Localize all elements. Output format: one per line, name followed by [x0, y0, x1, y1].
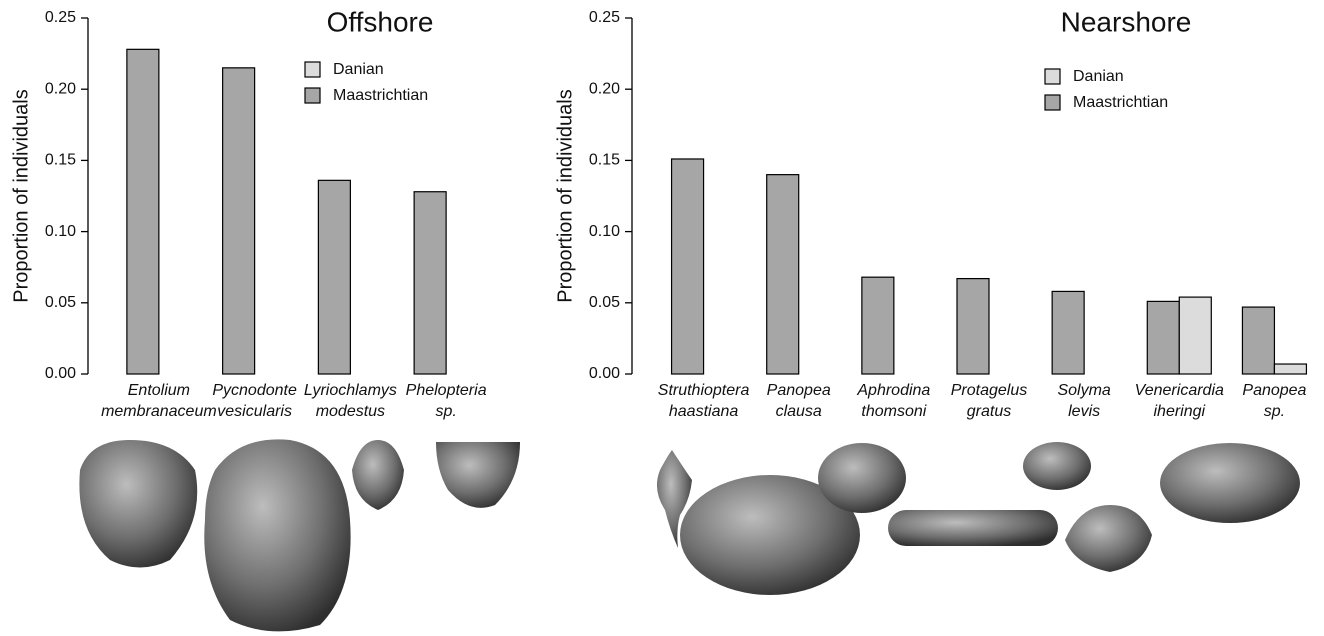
- chart-title: Nearshore: [1061, 6, 1192, 37]
- y-tick-label: 0.20: [45, 80, 76, 97]
- shell: [888, 510, 1058, 546]
- y-tick-label: 0.05: [589, 294, 620, 311]
- y-tick-label: 0.25: [589, 9, 620, 26]
- shell: [204, 439, 350, 631]
- shell: [79, 440, 197, 568]
- legend-swatch: [305, 62, 320, 77]
- legend-swatch: [305, 88, 320, 103]
- y-tick-label: 0.05: [45, 294, 76, 311]
- bar: [767, 175, 799, 374]
- bar: [1242, 307, 1274, 374]
- bar: [1274, 364, 1306, 374]
- y-axis-label: Proportion of individuals: [10, 89, 32, 302]
- shell: [1065, 505, 1152, 572]
- shell-images: [79, 439, 1300, 631]
- shell: [352, 440, 404, 510]
- legend-swatch: [1045, 95, 1060, 110]
- chart-title: Offshore: [327, 6, 434, 37]
- bar: [862, 277, 894, 374]
- y-tick-label: 0.20: [589, 80, 620, 97]
- bar: [1147, 301, 1179, 374]
- y-tick-label: 0.25: [45, 9, 76, 26]
- bar: [957, 279, 989, 374]
- shell: [1160, 443, 1300, 523]
- legend-label: Danian: [333, 61, 384, 78]
- bar: [318, 180, 350, 374]
- bar: [127, 49, 159, 374]
- shell: [1023, 442, 1091, 490]
- y-tick-label: 0.15: [45, 152, 76, 169]
- y-tick-label: 0.15: [589, 152, 620, 169]
- bar: [1179, 297, 1211, 374]
- y-tick-label: 0.00: [589, 365, 620, 382]
- y-tick-label: 0.10: [45, 223, 76, 240]
- figure: 0.00 0.05 0.10 0.15 0.20 0.25 Proportion of in…: [0, 0, 1324, 636]
- legend-swatch: [1045, 69, 1060, 84]
- bar: [223, 68, 255, 374]
- legend-label: Danian: [1073, 68, 1124, 85]
- bar: [1052, 291, 1084, 374]
- bar: [672, 159, 704, 374]
- legend-label: Maastrichtian: [333, 87, 428, 104]
- y-tick-label: 0.10: [589, 223, 620, 240]
- bar: [414, 192, 446, 374]
- y-tick-label: 0.00: [45, 365, 76, 382]
- shell: [436, 442, 520, 508]
- y-axis-label: Proportion of individuals: [554, 89, 576, 302]
- legend-label: Maastrichtian: [1073, 94, 1168, 111]
- shell: [818, 443, 906, 513]
